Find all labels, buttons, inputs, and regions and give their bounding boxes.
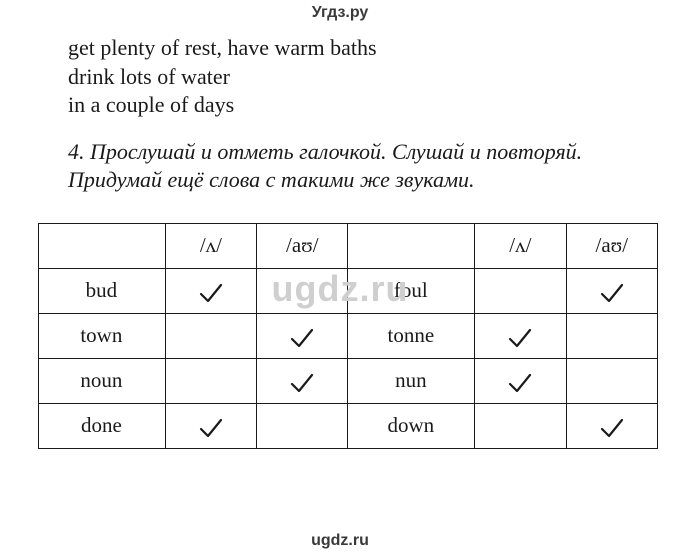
body-line: drink lots of water	[68, 63, 640, 92]
sound-table: /ʌ/ /aʊ/ /ʌ/ /aʊ/ bud foul town tonne no…	[38, 223, 658, 449]
word-cell: town	[39, 313, 166, 358]
header-blank	[348, 223, 475, 268]
tick-cell	[165, 358, 256, 403]
tick-cell	[165, 313, 256, 358]
header-sound: /ʌ/	[165, 223, 256, 268]
body-line: get plenty of rest, have warm baths	[68, 34, 640, 63]
page-content: get plenty of rest, have warm baths drin…	[0, 0, 680, 469]
table-header-row: /ʌ/ /aʊ/ /ʌ/ /aʊ/	[39, 223, 658, 268]
instruction-text: 4. Прослушай и отметь галочкой. Слушай и…	[68, 138, 640, 195]
table-row: town tonne	[39, 313, 658, 358]
tick-cell	[257, 403, 348, 448]
tick-cell	[475, 313, 566, 358]
tick-cell	[165, 403, 256, 448]
word-cell: done	[39, 403, 166, 448]
tick-cell	[257, 358, 348, 403]
watermark-bottom: ugdz.ru	[0, 532, 680, 550]
word-cell: noun	[39, 358, 166, 403]
instruction-body: Прослушай и отметь галочкой. Слушай и по…	[68, 139, 582, 193]
header-blank	[39, 223, 166, 268]
tick-cell	[566, 403, 657, 448]
instruction-number: 4.	[68, 139, 85, 164]
table-row: done down	[39, 403, 658, 448]
tick-cell	[566, 313, 657, 358]
word-cell: tonne	[348, 313, 475, 358]
word-cell: nun	[348, 358, 475, 403]
tick-cell	[475, 358, 566, 403]
tick-cell	[165, 268, 256, 313]
table-row: noun nun	[39, 358, 658, 403]
header-sound: /ʌ/	[475, 223, 566, 268]
table-row: bud foul	[39, 268, 658, 313]
header-sound: /aʊ/	[566, 223, 657, 268]
word-cell: foul	[348, 268, 475, 313]
body-text-block: get plenty of rest, have warm baths drin…	[68, 34, 640, 120]
tick-cell	[566, 358, 657, 403]
tick-cell	[257, 268, 348, 313]
tick-cell	[475, 403, 566, 448]
word-cell: bud	[39, 268, 166, 313]
header-sound: /aʊ/	[257, 223, 348, 268]
tick-cell	[566, 268, 657, 313]
word-cell: down	[348, 403, 475, 448]
body-line: in a couple of days	[68, 91, 640, 120]
tick-cell	[257, 313, 348, 358]
tick-cell	[475, 268, 566, 313]
